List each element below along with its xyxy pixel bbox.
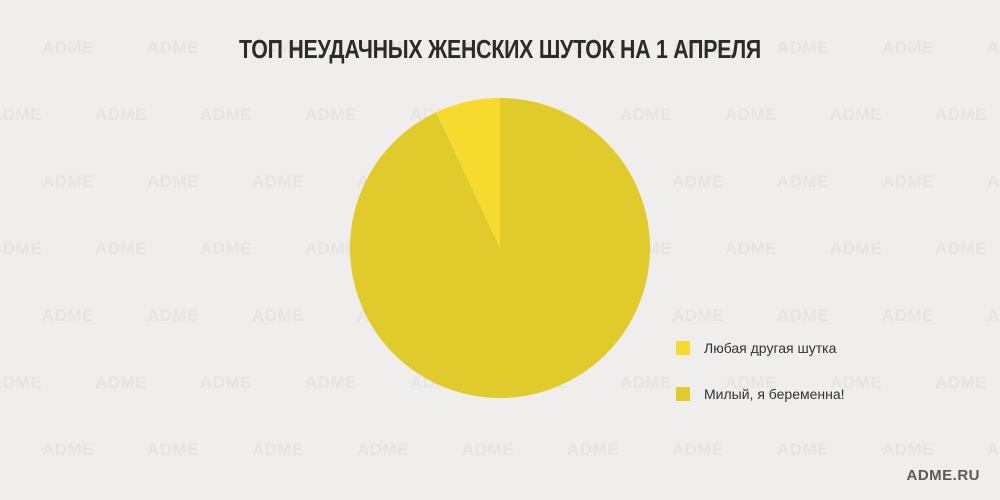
watermark-text: ADME	[777, 306, 829, 326]
watermark-text: ADME	[935, 105, 987, 125]
legend-item-pregnant: Милый, я беременна!	[676, 384, 845, 404]
watermark-text: ADME	[147, 306, 199, 326]
watermark-text: ADME	[0, 373, 42, 393]
watermark-text: ADME	[252, 172, 304, 192]
watermark-text: ADME	[42, 38, 94, 58]
watermark-text: ADME	[95, 105, 147, 125]
chart-title: ТОП НЕУДАЧНЫХ ЖЕНСКИХ ШУТОК НА 1 АПРЕЛЯ	[238, 34, 762, 64]
legend-label-pregnant: Милый, я беременна!	[704, 386, 845, 402]
legend-swatch-other-joke	[676, 341, 690, 355]
watermark-text: ADME	[672, 306, 724, 326]
watermark-text: ADME	[200, 105, 252, 125]
watermark-text: ADME	[200, 239, 252, 259]
watermark-text: ADME	[147, 172, 199, 192]
watermark-text: ADME	[672, 172, 724, 192]
watermark-text: ADME	[882, 172, 934, 192]
watermark-text: ADME	[567, 440, 619, 460]
watermark-text: ADME	[725, 105, 777, 125]
legend-label-other-joke: Любая другая шутка	[704, 340, 837, 356]
watermark-text: ADME	[42, 440, 94, 460]
watermark-text: ADME	[777, 172, 829, 192]
watermark-text: ADME	[252, 440, 304, 460]
watermark-text: ADME	[987, 38, 1000, 58]
watermark-text: ADME	[0, 105, 42, 125]
watermark-text: ADME	[42, 306, 94, 326]
watermark-text: ADME	[95, 373, 147, 393]
legend-item-other-joke: Любая другая шутка	[676, 338, 845, 358]
watermark-text: ADME	[882, 306, 934, 326]
legend-swatch-pregnant	[676, 387, 690, 401]
watermark-text: ADME	[0, 239, 42, 259]
watermark-text: ADME	[357, 440, 409, 460]
watermark-text: ADME	[462, 440, 514, 460]
watermark-text: ADME	[725, 239, 777, 259]
watermark-text: ADME	[830, 105, 882, 125]
watermark-text: ADME	[252, 306, 304, 326]
watermark-text: ADME	[42, 172, 94, 192]
watermark-text: ADME	[777, 440, 829, 460]
watermark-text: ADME	[830, 239, 882, 259]
brand-label: ADME.RU	[906, 467, 980, 484]
watermark-text: ADME	[147, 440, 199, 460]
watermark-text: ADME	[935, 239, 987, 259]
legend: Любая другая шутка Милый, я беременна!	[676, 338, 845, 430]
watermark-text: ADME	[95, 239, 147, 259]
pie-slice-other-joke	[436, 98, 500, 248]
watermark-text: ADME	[882, 440, 934, 460]
watermark-text: ADME	[200, 373, 252, 393]
watermark-text: ADME	[935, 373, 987, 393]
watermark-text: ADME	[987, 440, 1000, 460]
pie-chart	[350, 98, 650, 398]
watermark-text: ADME	[987, 306, 1000, 326]
watermark-text: ADME	[672, 440, 724, 460]
pie-slice-pregnant	[350, 98, 650, 398]
watermark-text: ADME	[987, 172, 1000, 192]
